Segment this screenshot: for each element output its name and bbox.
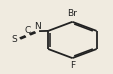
Text: Br: Br (67, 9, 77, 18)
Text: S: S (12, 35, 17, 44)
Text: C: C (24, 26, 31, 35)
Text: F: F (70, 61, 75, 70)
Text: N: N (34, 22, 40, 31)
